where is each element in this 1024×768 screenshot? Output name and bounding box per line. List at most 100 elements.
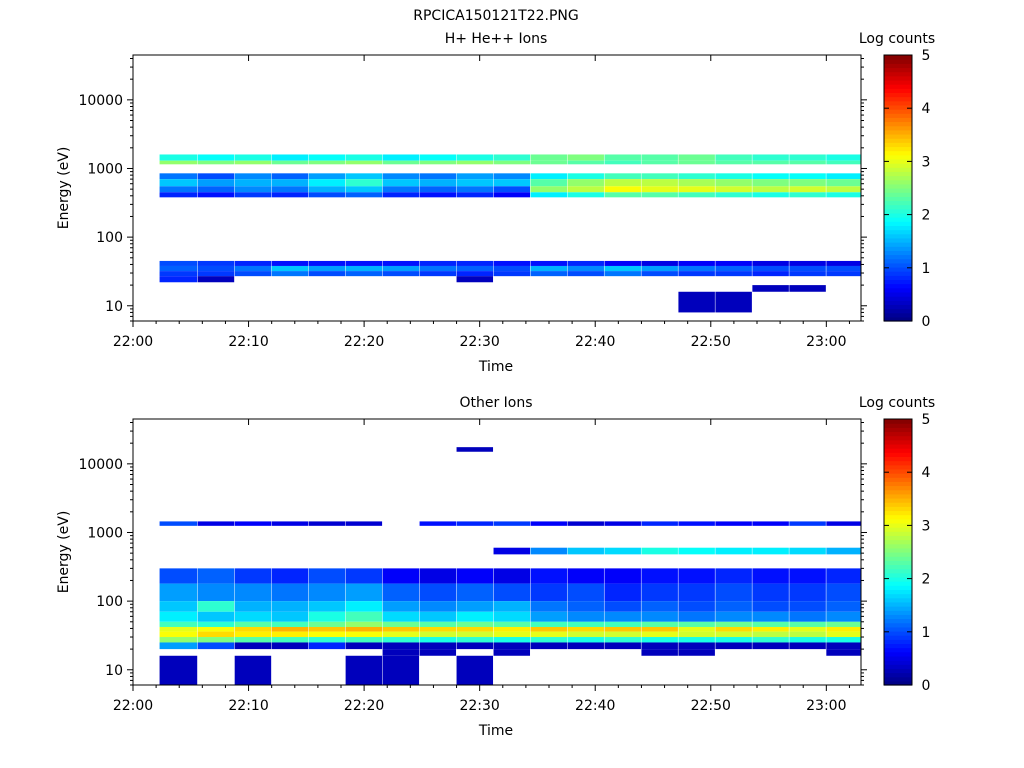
spectrogram-cell — [271, 271, 309, 277]
spectrogram-cell — [604, 631, 641, 638]
colorbar-tick-label: 4 — [922, 465, 931, 481]
colorbar-tick-label: 2 — [922, 572, 931, 588]
spectrogram-cell — [308, 192, 346, 198]
colorbar-swatch — [884, 452, 912, 458]
y-tick-label: 10000 — [78, 457, 123, 473]
y-tick-label: 10000 — [78, 93, 123, 109]
spectrogram-cell — [345, 179, 383, 187]
colorbar-swatch — [884, 67, 912, 73]
spectrogram-cell — [715, 626, 752, 632]
spectrogram-cell — [604, 601, 641, 612]
colorbar-swatch — [884, 188, 912, 193]
colorbar-swatch — [884, 171, 912, 177]
spectrogram-cell — [345, 583, 383, 602]
colorbar-swatch — [884, 643, 912, 649]
spectrogram-cell — [567, 260, 604, 266]
colorbar-swatch — [884, 676, 912, 682]
spectrogram-cell — [530, 547, 567, 555]
spectrogram-cell — [493, 568, 531, 584]
spectrogram-cell — [308, 271, 346, 277]
spectrogram-cell — [493, 621, 531, 627]
spectrogram-cell — [641, 192, 678, 198]
spectrogram-cell — [567, 611, 604, 622]
spectrogram-cell — [715, 291, 752, 313]
colorbar-swatch — [884, 639, 912, 645]
colorbar-swatch — [884, 196, 912, 202]
spectrogram-cell — [271, 601, 309, 612]
spectrogram-cell — [493, 521, 531, 526]
spectrogram-cell — [382, 265, 420, 272]
colorbar-swatch — [884, 146, 912, 152]
spectrogram-cell — [456, 626, 494, 632]
colorbar-swatch — [884, 560, 912, 566]
spectrogram-cell — [752, 611, 789, 622]
spectrogram-cell — [308, 160, 346, 165]
spectrogram-cell — [789, 642, 826, 650]
spectrogram-cell — [678, 649, 715, 656]
spectrogram-cell — [159, 521, 198, 526]
spectrogram-cell — [641, 626, 678, 632]
colorbar-swatch — [884, 510, 912, 516]
colorbar-swatch — [884, 473, 912, 478]
colorbar-tick-label: 3 — [922, 154, 931, 170]
colorbar-swatch — [884, 138, 912, 143]
spectrogram-cell — [826, 611, 861, 622]
x-tick-label: 22:40 — [575, 334, 615, 350]
x-tick-label: 22:30 — [459, 334, 499, 350]
spectrogram-cell — [271, 260, 309, 266]
spectrogram-cell — [678, 568, 715, 584]
colorbar-frame — [883, 418, 913, 686]
colorbar-swatch — [884, 266, 912, 272]
colorbar-swatch — [884, 568, 912, 574]
colorbar-tick-label: 4 — [922, 101, 931, 117]
spectrogram-cell — [530, 583, 567, 602]
colorbar-swatch — [884, 283, 912, 289]
spectrogram-cell — [789, 260, 826, 266]
spectrogram-cell — [604, 265, 641, 272]
spectrogram-cell — [493, 160, 531, 165]
spectrogram-cell — [345, 631, 383, 638]
spectrogram-cell — [604, 637, 641, 643]
spectrogram-cell — [234, 173, 272, 180]
panel-1-frame — [132, 54, 862, 322]
spectrogram-cell — [271, 642, 309, 650]
x-tick-label: 22:30 — [459, 698, 499, 714]
panel-other-ions: Other Ions 22:00 22:10 22:20 22:30 22:40 22:5… — [56, 395, 935, 739]
colorbar-swatch — [884, 312, 912, 318]
spectrogram-cell — [271, 611, 309, 622]
spectrogram-cell — [419, 160, 457, 165]
spectrogram-cell — [271, 568, 309, 584]
spectrogram-cell — [382, 626, 420, 632]
spectrogram-cell — [493, 192, 531, 198]
spectrogram-cell — [308, 260, 346, 266]
spectrogram-cell — [789, 626, 826, 632]
colorbar-swatch — [884, 464, 912, 470]
colorbar-swatch — [884, 113, 912, 118]
spectrogram-cell — [382, 568, 420, 584]
colorbar-swatch — [884, 71, 912, 77]
spectrogram-cell — [308, 642, 346, 650]
spectrogram-cell — [419, 568, 457, 584]
spectrogram-cell — [271, 637, 309, 643]
spectrogram-cell — [382, 154, 420, 161]
colorbar-swatch — [884, 212, 912, 218]
spectrogram-cell — [197, 160, 235, 165]
spectrogram-cell — [493, 265, 531, 272]
colorbar-swatch — [884, 581, 912, 586]
spectrogram-cell — [567, 154, 604, 161]
y-tick-label: 1000 — [87, 525, 123, 541]
colorbar-swatch — [884, 117, 912, 123]
spectrogram-cell — [752, 173, 789, 180]
colorbar-swatch — [884, 456, 912, 462]
spectrogram-cell — [493, 271, 531, 277]
spectrogram-cell — [715, 179, 752, 187]
spectrogram-cell — [493, 626, 531, 632]
spectrogram-cell — [197, 642, 235, 650]
x-tick-label: 23:00 — [806, 334, 846, 350]
spectrogram-cell — [419, 154, 457, 161]
colorbar-swatch — [884, 271, 912, 276]
spectrogram-cell — [456, 260, 494, 266]
spectrogram-cell — [789, 547, 826, 555]
spectrogram-cell — [382, 583, 420, 602]
spectrogram-cell — [826, 186, 861, 193]
